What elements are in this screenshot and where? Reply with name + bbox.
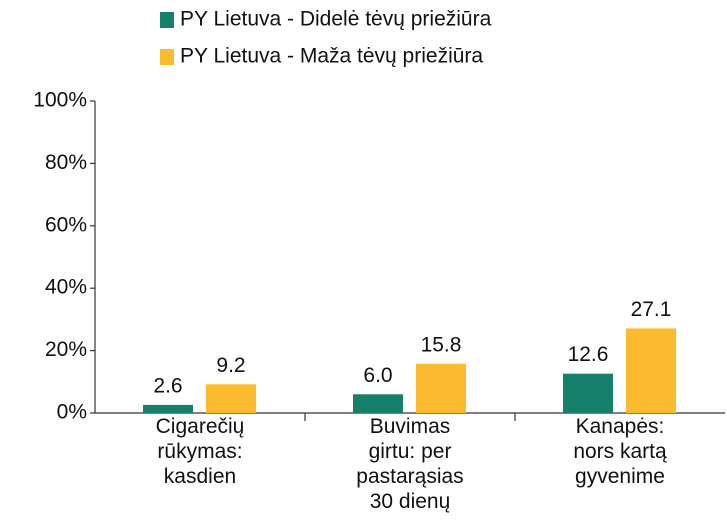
bar (626, 328, 676, 413)
bar (143, 404, 193, 413)
data-label: 12.6 (568, 343, 609, 366)
y-tick-label: 20% (45, 338, 87, 361)
y-tick-label: 40% (45, 276, 87, 299)
x-tick-label: Kanapės: nors kartą gyvenime (573, 415, 667, 488)
bar (353, 394, 403, 413)
data-label: 27.1 (631, 298, 672, 321)
legend-swatch (160, 49, 174, 65)
data-label: 15.8 (421, 333, 462, 356)
y-tick-label: 80% (45, 151, 87, 174)
data-label: 9.2 (216, 354, 245, 377)
x-tick-label: Cigarečių rūkymas: kasdien (156, 415, 245, 488)
legend-label: PY Lietuva - Didelė tėvų priežiūra (180, 8, 492, 31)
bar (563, 373, 613, 413)
bar (206, 384, 256, 413)
legend-swatch (160, 12, 174, 28)
bar (416, 363, 466, 413)
legend-label: PY Lietuva - Maža tėvų priežiūra (180, 45, 483, 68)
y-tick-label: 0% (57, 401, 87, 424)
y-tick-label: 60% (45, 213, 87, 236)
y-tick-label: 100% (33, 89, 87, 112)
data-label: 6.0 (363, 364, 392, 387)
x-tick-label: Buvimas girtu: per pastarąsias 30 dienų (356, 415, 463, 513)
data-label: 2.6 (153, 374, 182, 397)
